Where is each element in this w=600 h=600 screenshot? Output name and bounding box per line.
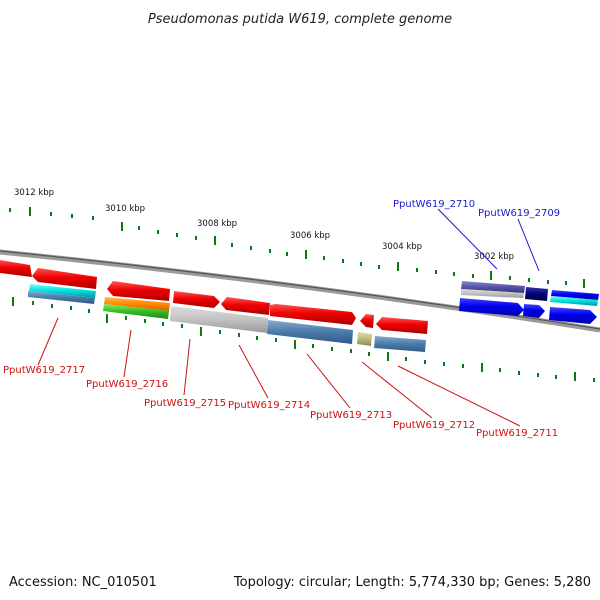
gene-label-pputw619-2717[interactable]: PputW619_2717 — [3, 365, 85, 376]
callout-lines-top — [437, 208, 540, 272]
gene-feature[interactable] — [374, 336, 426, 352]
outer-tick-ring — [9, 207, 585, 288]
gene-label-pputw619-2711[interactable]: PputW619_2711 — [476, 428, 558, 439]
gene-feature[interactable] — [173, 291, 220, 308]
gene-feature[interactable] — [107, 281, 170, 301]
gene-feature[interactable] — [103, 304, 169, 319]
gene-feature[interactable] — [267, 320, 353, 344]
kbp-label: 3004 kbp — [382, 242, 422, 252]
gene-label-pputw619-2713[interactable]: PputW619_2713 — [310, 410, 392, 421]
kbp-label: 3012 kbp — [14, 188, 54, 198]
gene-label-pputw619-2715[interactable]: PputW619_2715 — [144, 398, 226, 409]
gene-label-pputw619-2710[interactable]: PputW619_2710 — [393, 199, 475, 210]
gene-feature[interactable] — [360, 314, 374, 328]
gene-feature[interactable] — [28, 291, 95, 304]
gene-feature[interactable] — [104, 297, 170, 311]
gene-feature[interactable] — [357, 332, 372, 346]
gene-feature[interactable] — [29, 284, 96, 298]
gene-feature[interactable] — [523, 304, 545, 318]
gene-feature[interactable] — [551, 290, 599, 300]
gene-label-pputw619-2709[interactable]: PputW619_2709 — [478, 208, 560, 219]
callout-lines-bottom — [37, 317, 521, 427]
gene-feature[interactable] — [550, 296, 598, 306]
kbp-label: 3010 kbp — [105, 204, 145, 214]
gene-feature[interactable] — [461, 289, 524, 298]
gene-feature[interactable] — [0, 260, 32, 277]
kbp-label: 3002 kbp — [474, 252, 514, 262]
gene-feature[interactable] — [270, 304, 356, 325]
gene-feature[interactable] — [525, 287, 548, 301]
map-title: Pseudomonas putida W619, complete genome — [148, 12, 452, 27]
gene-labels: PputW619_2710 PputW619_2709 PputW619_271… — [3, 199, 560, 439]
kbp-label: 3006 kbp — [290, 231, 330, 241]
kbp-label: 3008 kbp — [197, 219, 237, 229]
accession-text: Accession: NC_010501 — [9, 575, 157, 590]
gene-feature[interactable] — [459, 298, 524, 316]
gene-feature[interactable] — [221, 297, 270, 315]
reverse-strand-genes — [459, 281, 599, 324]
gene-feature[interactable] — [32, 268, 97, 289]
gene-label-pputw619-2716[interactable]: PputW619_2716 — [86, 379, 168, 390]
gene-feature[interactable] — [461, 281, 525, 293]
gene-label-pputw619-2712[interactable]: PputW619_2712 — [393, 420, 475, 431]
genome-backbone — [0, 249, 600, 333]
gene-feature[interactable] — [376, 317, 428, 334]
topology-text: Topology: circular; Length: 5,774,330 bp… — [233, 575, 591, 590]
forward-strand-genes — [0, 260, 428, 352]
gene-label-pputw619-2714[interactable]: PputW619_2714 — [228, 400, 310, 411]
gene-feature[interactable] — [170, 306, 268, 333]
inner-tick-ring — [12, 297, 595, 382]
gene-feature[interactable] — [549, 307, 597, 324]
scale-labels: 3012 kbp 3010 kbp 3008 kbp 3006 kbp 3004… — [14, 188, 514, 262]
